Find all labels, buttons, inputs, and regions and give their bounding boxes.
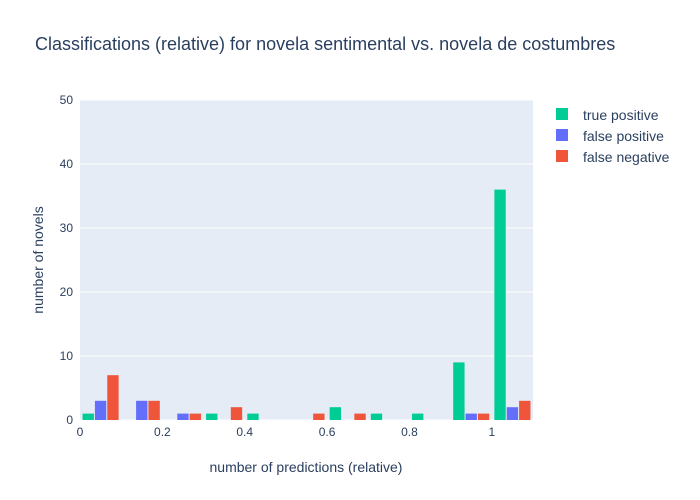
x-tick-label: 0.4 bbox=[236, 425, 253, 439]
y-tick-labels: 0 10 20 30 40 50 bbox=[60, 93, 74, 427]
y-tick-label: 0 bbox=[66, 413, 73, 427]
chart-title: Classifications (relative) for novela se… bbox=[35, 34, 615, 54]
bar-true-positive[interactable] bbox=[206, 413, 218, 420]
bar-false-positive[interactable] bbox=[506, 407, 519, 420]
bar-false-negative[interactable] bbox=[313, 413, 325, 420]
bar-false-negative[interactable] bbox=[107, 375, 119, 420]
legend-label-false-positive: false positive bbox=[583, 128, 664, 144]
bar-false-positive[interactable] bbox=[94, 400, 107, 420]
legend-swatch-true-positive bbox=[556, 108, 568, 120]
bar-false-positive[interactable] bbox=[136, 400, 148, 420]
y-tick-label: 40 bbox=[60, 157, 74, 171]
legend-label-false-negative: false negative bbox=[583, 149, 670, 165]
plot-background bbox=[80, 100, 533, 420]
bar-true-positive[interactable] bbox=[412, 413, 424, 420]
bar-true-positive[interactable] bbox=[453, 362, 465, 420]
x-tick-label: 1 bbox=[488, 425, 495, 439]
x-tick-label: 0 bbox=[77, 425, 84, 439]
y-tick-label: 20 bbox=[60, 285, 74, 299]
bar-false-negative[interactable] bbox=[354, 413, 366, 420]
bars-layer bbox=[82, 189, 531, 420]
bar-false-negative[interactable] bbox=[148, 400, 160, 420]
legend: true positive false positive false negat… bbox=[556, 107, 670, 165]
y-tick-label: 50 bbox=[60, 93, 74, 107]
x-axis-title: number of predictions (relative) bbox=[210, 459, 403, 475]
bar-false-negative[interactable] bbox=[230, 407, 243, 420]
legend-swatch-false-negative bbox=[556, 150, 568, 162]
x-tick-labels: 0 0.2 0.4 0.6 0.8 1 bbox=[77, 425, 496, 439]
y-tick-label: 10 bbox=[60, 349, 74, 363]
bar-true-positive[interactable] bbox=[82, 413, 94, 420]
y-axis-title: number of novels bbox=[30, 206, 46, 313]
legend-item-false-positive[interactable]: false positive bbox=[556, 128, 664, 144]
legend-label-true-positive: true positive bbox=[583, 107, 659, 123]
legend-item-true-positive[interactable]: true positive bbox=[556, 107, 659, 123]
bar-true-positive[interactable] bbox=[247, 413, 259, 420]
x-tick-label: 0.2 bbox=[154, 425, 171, 439]
legend-swatch-false-positive bbox=[556, 129, 568, 141]
y-tick-label: 30 bbox=[60, 221, 74, 235]
legend-item-false-negative[interactable]: false negative bbox=[556, 149, 670, 165]
bar-true-positive[interactable] bbox=[329, 407, 342, 420]
bar-true-positive[interactable] bbox=[494, 189, 506, 420]
bar-false-negative[interactable] bbox=[477, 413, 490, 420]
x-tick-label: 0.8 bbox=[401, 425, 418, 439]
bar-false-positive[interactable] bbox=[465, 413, 477, 420]
bar-false-negative[interactable] bbox=[189, 413, 201, 420]
x-tick-label: 0.6 bbox=[319, 425, 336, 439]
bar-false-positive[interactable] bbox=[177, 413, 189, 420]
bar-false-negative[interactable] bbox=[519, 400, 531, 420]
bar-true-positive[interactable] bbox=[370, 413, 383, 420]
